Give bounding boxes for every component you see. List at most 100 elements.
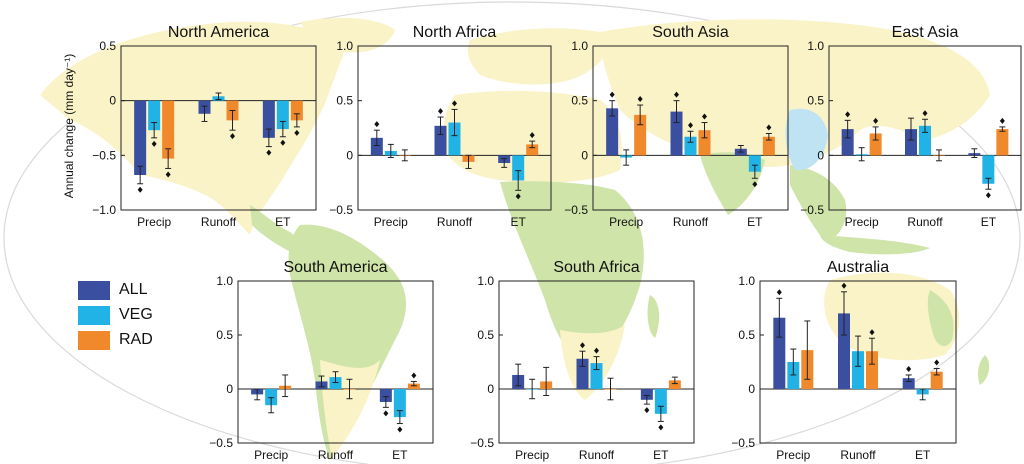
significance-marker — [873, 117, 879, 124]
significance-marker — [230, 133, 235, 140]
error-bar-rad-et — [671, 376, 678, 385]
y-tick-label: 0 — [817, 148, 824, 162]
panel-east-asia: East Asia 1.0 0.5 0 −0.5 Precip Runoff ET — [800, 24, 1022, 229]
panel-title: Australia — [827, 259, 889, 276]
bar-rad-et — [996, 129, 1009, 156]
error-bar-all-runoff — [673, 100, 680, 124]
significance-marker — [934, 359, 940, 366]
category-label-runoff: Runoff — [673, 215, 709, 229]
y-tick-label: 0 — [748, 382, 755, 396]
error-bar-veg-precip — [623, 149, 630, 166]
error-bar-veg-et — [396, 410, 403, 425]
bar-veg-runoff — [329, 377, 342, 389]
panel-australia: Australia 1.0 0.5 0 −0.5 Precip Runoff ET — [731, 259, 957, 462]
panel-frame — [759, 280, 957, 444]
legend-swatch-all — [78, 280, 110, 300]
error-bar-all-et — [382, 396, 389, 408]
y-tick-label: 0.5 — [99, 39, 116, 53]
significance-marker — [637, 96, 643, 103]
category-label-runoff: Runoff — [907, 215, 943, 229]
significance-marker — [922, 110, 928, 117]
category-label-et: ET — [915, 448, 931, 462]
error-bar-rad-precip — [165, 148, 172, 169]
significance-marker — [594, 347, 599, 354]
bar-rad-et — [668, 380, 681, 389]
bar-veg-et — [748, 155, 761, 172]
error-bar-rad-precip — [401, 149, 408, 162]
y-tick-label: 1.0 — [336, 39, 353, 53]
map-greenland — [300, 17, 395, 53]
bar-all-precip — [841, 129, 854, 156]
panel-title: South Africa — [553, 259, 639, 276]
bar-all-et — [640, 389, 653, 400]
error-bar-all-precip — [515, 363, 522, 387]
bar-rad-runoff — [866, 351, 878, 389]
error-bar-all-runoff — [908, 117, 914, 141]
error-bar-all-precip — [373, 129, 380, 146]
error-bar-veg-runoff — [855, 335, 861, 367]
panel-north-america: North America 0.5 0 −0.5 −1.0 Precip Runoff ET — [92, 24, 317, 229]
significance-marker — [397, 426, 403, 433]
error-bar-veg-precip — [529, 378, 536, 400]
error-bar-veg-runoff — [215, 92, 222, 101]
bar-all-runoff — [838, 313, 850, 389]
map-new-zealand — [977, 355, 990, 385]
category-label-et: ET — [511, 215, 527, 229]
y-tick-label: −1.0 — [92, 203, 116, 217]
bar-veg-et — [393, 389, 406, 418]
legend-swatch-rad — [78, 330, 110, 350]
world-map-background — [3, 1, 1021, 464]
bar-veg-et — [654, 389, 667, 414]
error-bar-veg-runoff — [687, 130, 694, 143]
significance-marker — [294, 129, 300, 136]
bar-rad-et — [526, 144, 539, 156]
y-tick-label: 0 — [226, 382, 233, 396]
y-tick-label: 0.5 — [477, 328, 494, 342]
panel-frame — [237, 280, 434, 444]
map-india — [700, 152, 765, 215]
bar-all-precip — [773, 317, 786, 389]
panel-south-america: South America 1.0 0.5 0 −0.5 Precip Runoff ET — [209, 259, 434, 462]
error-bar-all-precip — [609, 100, 616, 117]
error-bar-all-runoff — [318, 375, 325, 388]
map-indonesia — [820, 235, 930, 255]
error-bar-rad-runoff — [936, 149, 942, 162]
significance-marker — [999, 117, 1005, 124]
significance-marker — [985, 192, 991, 199]
significance-marker — [383, 410, 389, 417]
bar-rad-precip — [869, 133, 882, 156]
significance-marker — [906, 365, 912, 372]
error-bar-rad-precip — [804, 320, 811, 380]
y-tick-label: 0 — [109, 94, 116, 108]
significance-marker — [658, 424, 664, 431]
bar-all-precip — [370, 137, 383, 156]
y-tick-label: 0 — [581, 148, 588, 162]
y-tick-label: 0.5 — [571, 94, 588, 108]
significance-marker — [280, 139, 286, 146]
bar-rad-et — [930, 371, 943, 389]
error-bar-veg-runoff — [451, 108, 458, 137]
y-tick-label: 0 — [346, 148, 353, 162]
panel-title: South Asia — [652, 24, 729, 41]
map-central-america — [250, 205, 302, 256]
significance-marker — [165, 171, 171, 178]
legend-item-veg: VEG — [78, 303, 153, 327]
y-tick-label: −0.5 — [564, 203, 588, 217]
bar-veg-precip — [787, 362, 800, 389]
error-bar-rad-precip — [543, 366, 550, 396]
bar-rad-et — [407, 383, 420, 389]
panel-title: North America — [168, 24, 269, 41]
significance-marker — [529, 132, 535, 139]
map-europe — [467, 28, 609, 85]
panel-south-africa: South Africa 1.0 0.5 0 −0.5 Precip Runoff ET — [470, 259, 695, 462]
bar-rad-precip — [162, 100, 175, 159]
category-label-runoff: Runoff — [579, 448, 615, 462]
panel-title: South America — [283, 259, 387, 276]
bar-all-runoff — [905, 129, 917, 156]
bar-rad-et — [290, 100, 303, 121]
error-bar-rad-runoff — [346, 378, 353, 400]
error-bar-veg-runoff — [332, 371, 339, 384]
category-label-runoff: Runoff — [318, 448, 354, 462]
category-label-precip: Precip — [254, 448, 288, 462]
